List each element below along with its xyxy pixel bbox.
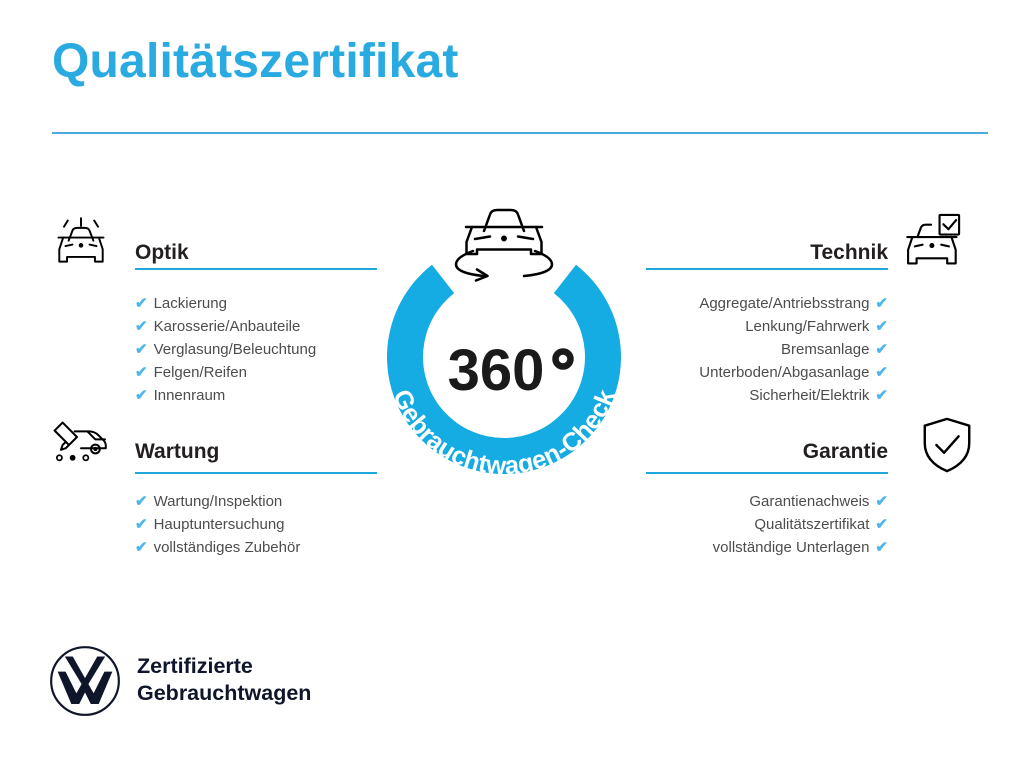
svg-text:360: 360 (448, 338, 545, 403)
